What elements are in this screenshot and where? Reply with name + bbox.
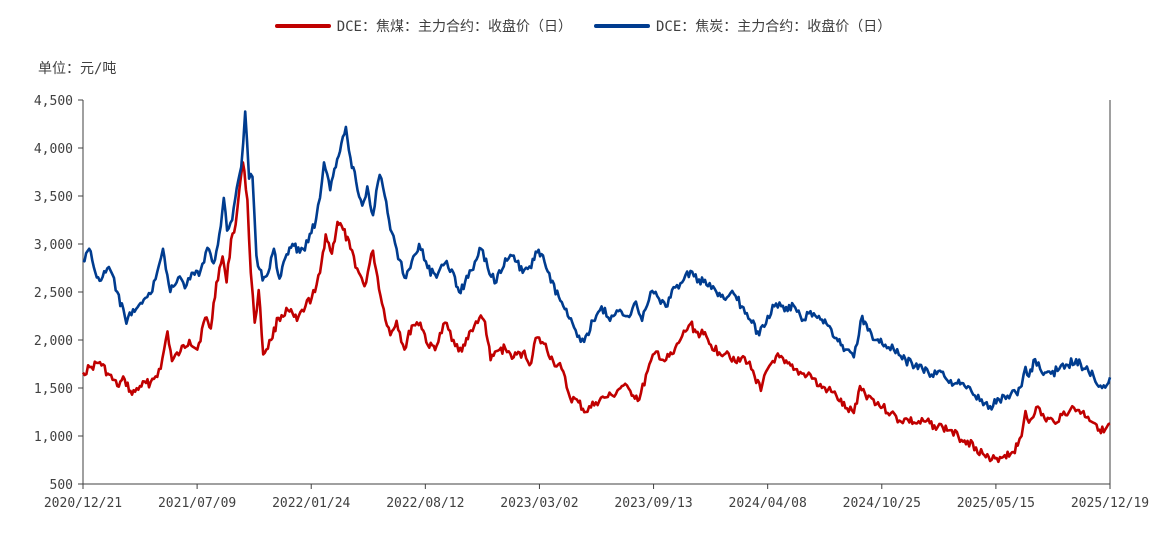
y-tick-label: 3,000: [34, 238, 73, 253]
series-line-coke: [82, 110, 1112, 411]
y-tick-label: 4,000: [34, 142, 73, 157]
series-layer: [81, 110, 1112, 464]
unit-label: 单位：元/吨: [38, 61, 117, 77]
x-tick-label: 2025/12/19: [1071, 496, 1149, 511]
axes: 500 1,000 1,500 2,000 2,500 3,000 3,500 4,000 4,…: [34, 94, 1149, 511]
x-tick-label: 2020/12/21: [44, 496, 122, 511]
x-tick-label: 2023/09/13: [614, 496, 692, 511]
y-tick-label: 4,500: [34, 94, 73, 109]
x-tick-label: 2025/05/15: [957, 496, 1035, 511]
legend-swatch-coke: [594, 24, 650, 28]
y-tick-label: 1,500: [34, 382, 73, 397]
legend-swatch-coking-coal: [274, 24, 331, 28]
y-tick-label: 3,500: [34, 190, 73, 205]
x-tick-label: 2021/07/09: [158, 496, 236, 511]
x-tick-label: 2022/01/24: [272, 496, 350, 511]
legend-item-coking-coal[interactable]: DCE：焦煤：主力合约：收盘价（日）: [274, 16, 572, 36]
legend: DCE：焦煤：主力合约：收盘价（日） DCE：焦炭：主力合约：收盘价（日）: [0, 16, 1166, 36]
series-line-coking-coal: [81, 161, 1111, 464]
legend-item-coke[interactable]: DCE：焦炭：主力合约：收盘价（日）: [594, 16, 891, 36]
y-tick-label: 1,000: [34, 430, 73, 445]
legend-label-coke: DCE：焦炭：主力合约：收盘价（日）: [656, 19, 892, 35]
y-tick-label: 2,000: [34, 334, 73, 349]
x-tick-label: 2024/04/08: [729, 496, 807, 511]
y-tick-label: 500: [50, 478, 73, 493]
x-tick-label: 2023/03/02: [500, 496, 578, 511]
y-tick-label: 2,500: [34, 286, 73, 301]
x-tick-label: 2022/08/12: [386, 496, 464, 511]
x-tick-label: 2024/10/25: [843, 496, 921, 511]
legend-label-coking-coal: DCE：焦煤：主力合约：收盘价（日）: [336, 19, 572, 35]
